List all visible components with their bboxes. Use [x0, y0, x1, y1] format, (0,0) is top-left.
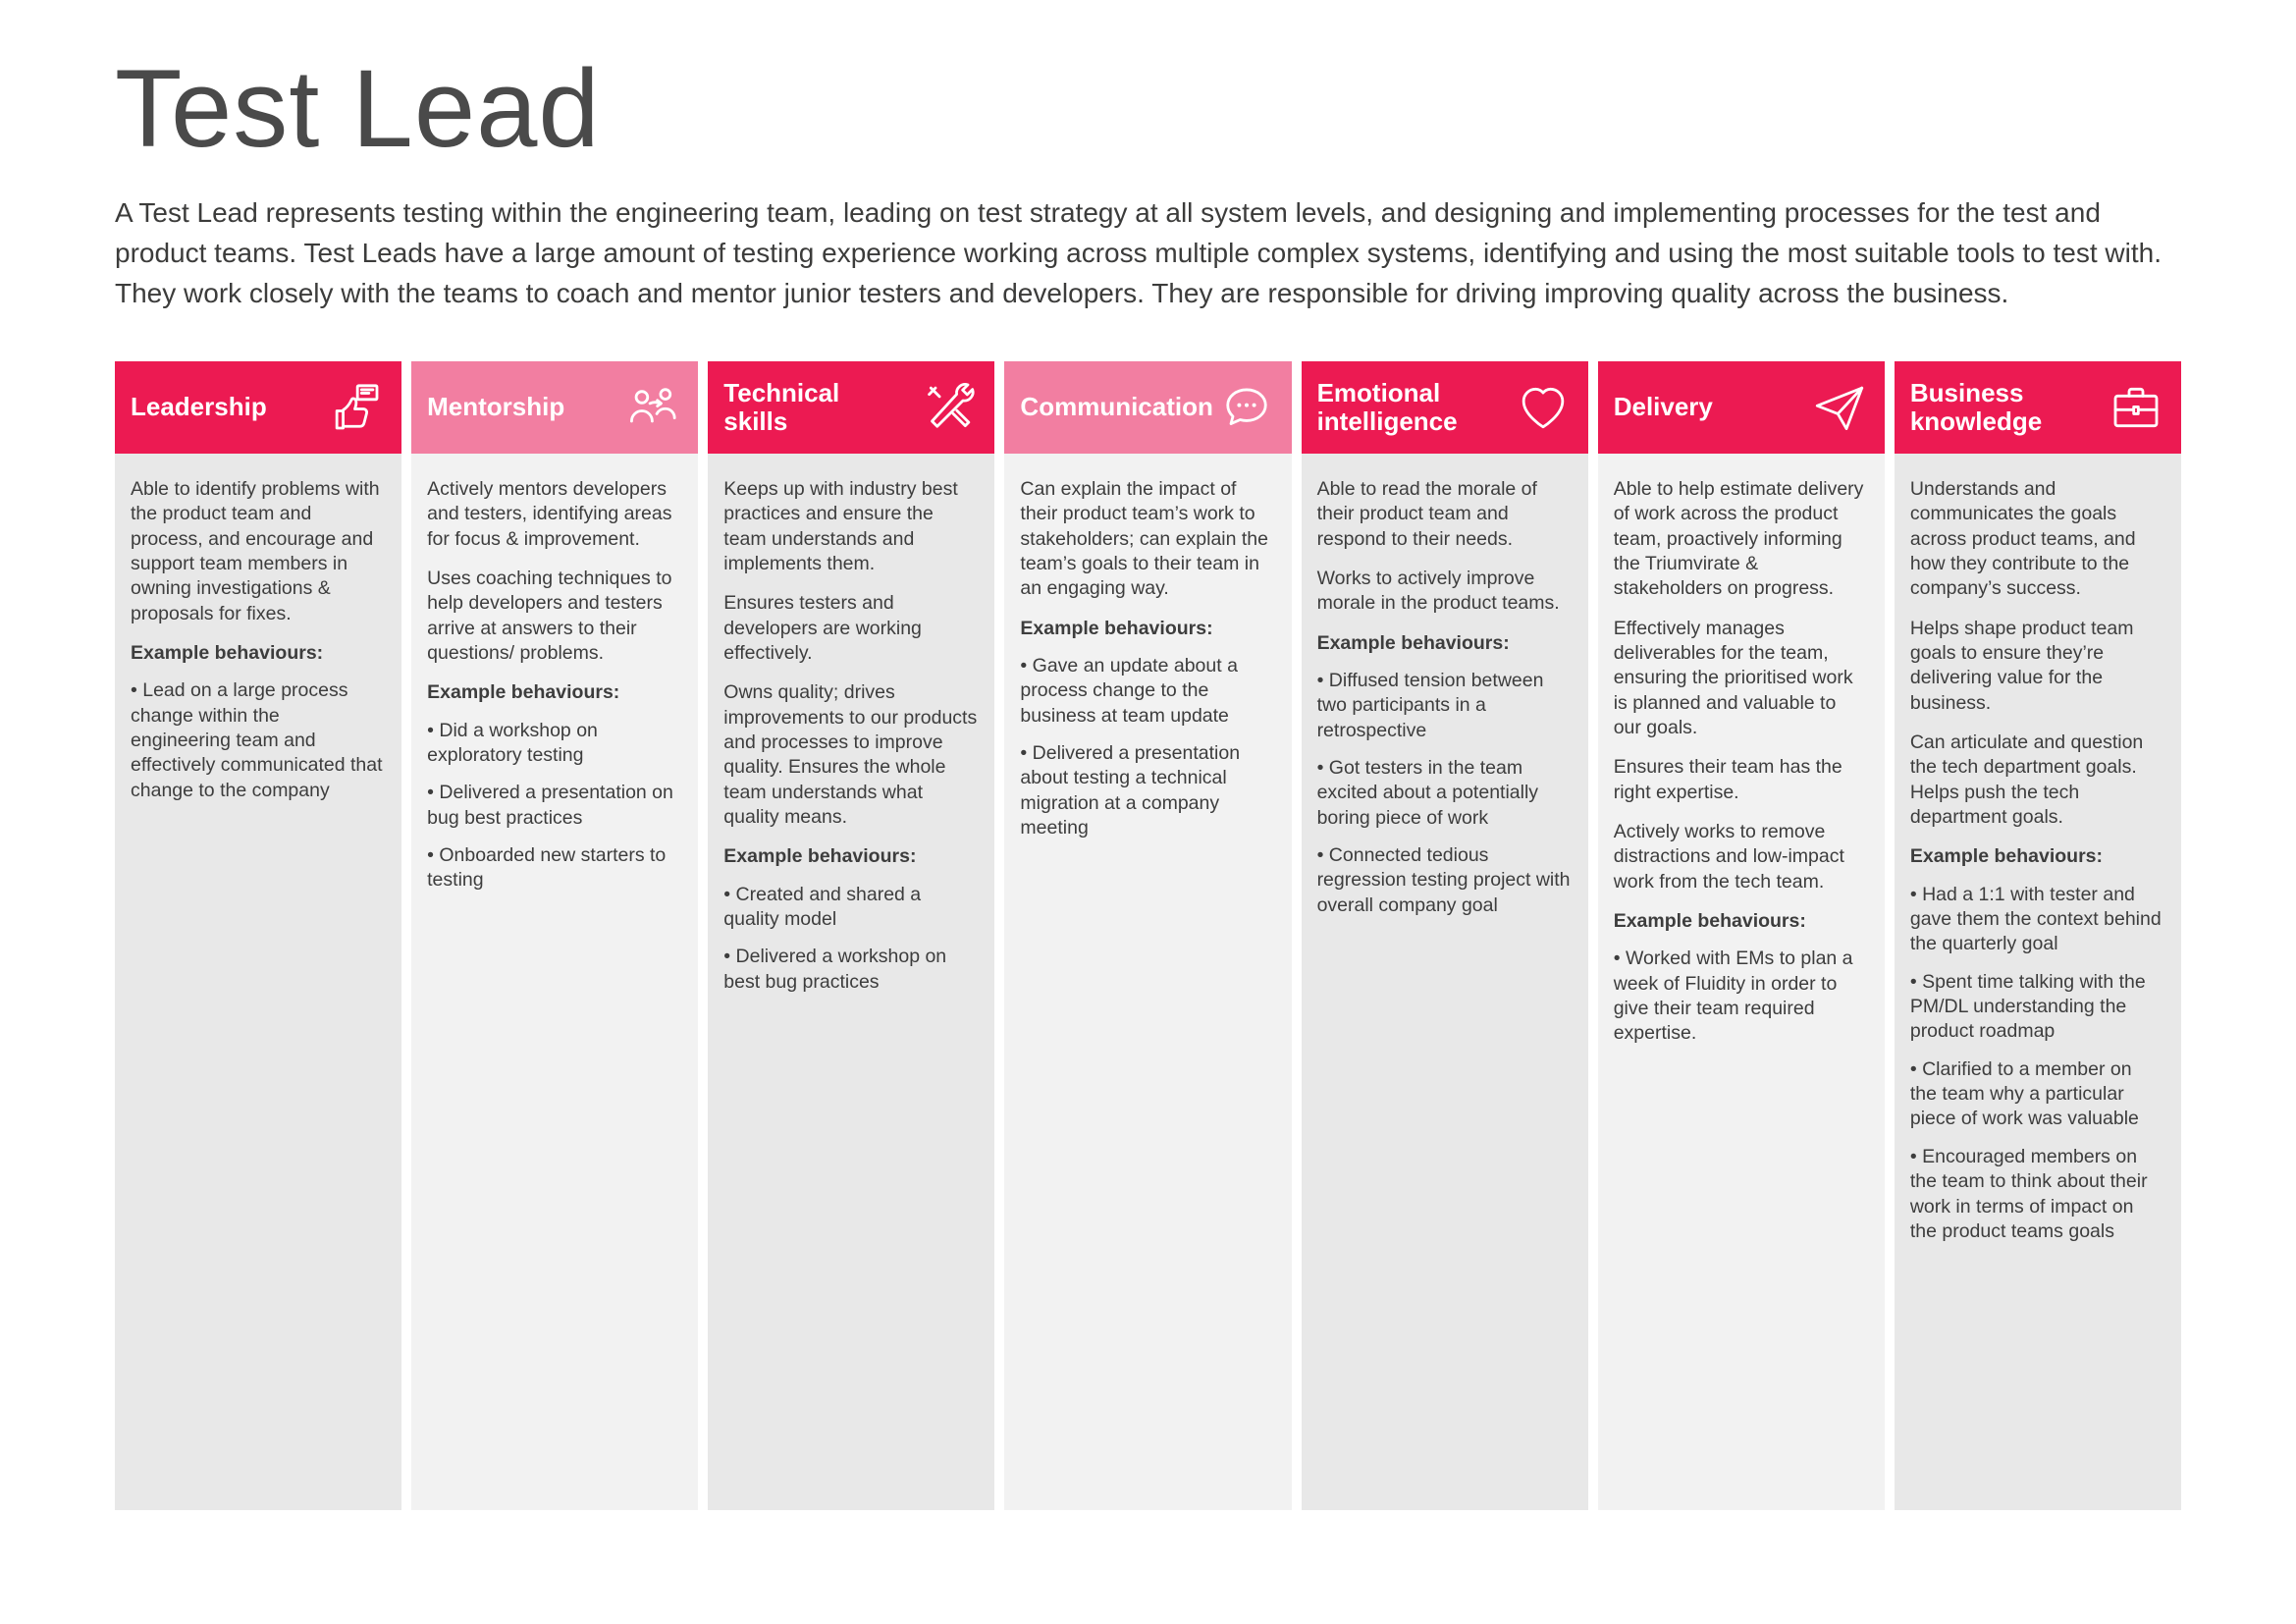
leadership-icon	[329, 380, 384, 435]
column-body: Able to help estimate delivery of work a…	[1597, 453, 1885, 1510]
example-behaviours-heading: Example behaviours:	[1909, 845, 2103, 868]
column-header: Leadership	[115, 360, 402, 454]
delivery-icon	[1812, 380, 1867, 435]
column-body: Keeps up with industry best practices an…	[708, 453, 995, 1510]
description-paragraph: Can articulate and question the tech dep…	[1909, 731, 2144, 829]
behaviour-bullet: • Connected tedious regression testing p…	[1316, 844, 1571, 916]
description-paragraph: Can explain the impact of their product …	[1020, 477, 1268, 600]
competency-column: Business knowledge Understands and commu…	[1894, 360, 2181, 1510]
behaviour-bullet: • Encouraged members on the team to thin…	[1909, 1145, 2148, 1242]
description-paragraph: Understands and communicates the goals a…	[1909, 477, 2136, 600]
column-title: Business knowledge	[1909, 377, 2043, 436]
column-body: Actively mentors developers and testers,…	[411, 453, 699, 1510]
column-title: Leadership	[131, 392, 267, 422]
competency-column: Emotional intelligence Able to read the …	[1301, 360, 1588, 1510]
description-paragraph: Able to read the morale of their product…	[1316, 477, 1537, 550]
mentorship-icon	[625, 380, 680, 435]
behaviour-bullet: • Worked with EMs to plan a week of Flui…	[1613, 947, 1853, 1045]
competency-column: Leadership Able to identify problems wit…	[115, 360, 402, 1510]
column-header: Communication	[1004, 360, 1292, 454]
competency-column: Mentorship Actively mentors developers a…	[411, 360, 699, 1510]
example-behaviours-heading: Example behaviours:	[131, 641, 324, 664]
example-behaviours-heading: Example behaviours:	[1020, 617, 1213, 639]
emotional-intelligence-icon	[1516, 380, 1571, 435]
business-knowledge-icon	[2109, 380, 2163, 435]
behaviour-bullet: • Delivered a workshop on best bug pract…	[723, 946, 947, 993]
column-header: Business knowledge	[1894, 360, 2181, 454]
behaviour-bullet: • Clarified to a member on the team why …	[1909, 1057, 2139, 1130]
description-paragraph: Keeps up with industry best practices an…	[723, 477, 958, 574]
column-title: Mentorship	[427, 392, 565, 422]
behaviour-bullet: • Diffused tension between two participa…	[1316, 669, 1544, 741]
column-header: Emotional intelligence	[1301, 360, 1588, 454]
behaviour-bullet: • Created and shared a quality model	[723, 883, 922, 931]
description-paragraph: Able to help estimate delivery of work a…	[1613, 477, 1864, 600]
column-title: Delivery	[1613, 392, 1713, 422]
communication-icon	[1219, 380, 1274, 435]
example-behaviours-heading: Example behaviours:	[1613, 910, 1806, 933]
technical-skills-icon	[922, 380, 977, 435]
column-title: Emotional intelligence	[1316, 377, 1458, 436]
description-paragraph: Effectively manages deliverables for the…	[1613, 617, 1853, 738]
example-behaviours-heading: Example behaviours:	[427, 681, 620, 704]
behaviour-bullet: • Delivered a presentation about testing…	[1020, 742, 1241, 839]
behaviour-bullet: • Delivered a presentation on bug best p…	[427, 782, 673, 829]
column-body: Understands and communicates the goals a…	[1894, 453, 2181, 1510]
column-header: Delivery	[1597, 360, 1885, 454]
column-body: Able to identify problems with the produ…	[115, 453, 402, 1510]
competency-column: Technical skills Keeps up with industry …	[708, 360, 995, 1510]
description-paragraph: Actively mentors developers and testers,…	[427, 477, 672, 550]
column-title: Technical skills	[723, 377, 840, 436]
behaviour-bullet: • Did a workshop on exploratory testing	[427, 719, 598, 766]
description-paragraph: Owns quality; drives improvements to our…	[723, 681, 978, 829]
behaviour-bullet: • Lead on a large process change within …	[131, 679, 383, 801]
description-paragraph: Able to identify problems with the produ…	[131, 477, 380, 624]
competency-column: Communication Can explain the impact of …	[1004, 360, 1292, 1510]
description-paragraph: Ensures their team has the right experti…	[1613, 756, 1842, 803]
behaviour-bullet: • Spent time talking with the PM/DL unde…	[1909, 970, 2146, 1043]
example-behaviours-heading: Example behaviours:	[723, 845, 917, 868]
behaviour-bullet: • Gave an update about a process change …	[1020, 654, 1238, 727]
competency-column: Delivery Able to help estimate delivery …	[1597, 360, 1885, 1510]
column-header: Mentorship	[411, 360, 699, 454]
behaviour-bullet: • Onboarded new starters to testing	[427, 844, 667, 892]
description-paragraph: Helps shape product team goals to ensure…	[1909, 617, 2134, 714]
behaviour-bullet: • Got testers in the team excited about …	[1316, 757, 1539, 829]
column-body: Can explain the impact of their product …	[1004, 453, 1292, 1510]
column-title: Communication	[1020, 392, 1213, 422]
example-behaviours-heading: Example behaviours:	[1316, 631, 1510, 654]
description-paragraph: Uses coaching techniques to help develop…	[427, 567, 672, 664]
competency-columns: Leadership Able to identify problems wit…	[115, 360, 2181, 1510]
description-paragraph: Ensures testers and developers are worki…	[723, 592, 922, 664]
description-paragraph: Works to actively improve morale in the …	[1316, 567, 1560, 615]
description-paragraph: Actively works to remove distractions an…	[1613, 821, 1844, 893]
behaviour-bullet: • Had a 1:1 with tester and gave them th…	[1909, 883, 2162, 955]
column-body: Able to read the morale of their product…	[1301, 453, 1588, 1510]
column-header: Technical skills	[708, 360, 995, 454]
intro-paragraph: A Test Lead represents testing within th…	[115, 196, 2163, 309]
page-title: Test Lead	[115, 47, 601, 170]
